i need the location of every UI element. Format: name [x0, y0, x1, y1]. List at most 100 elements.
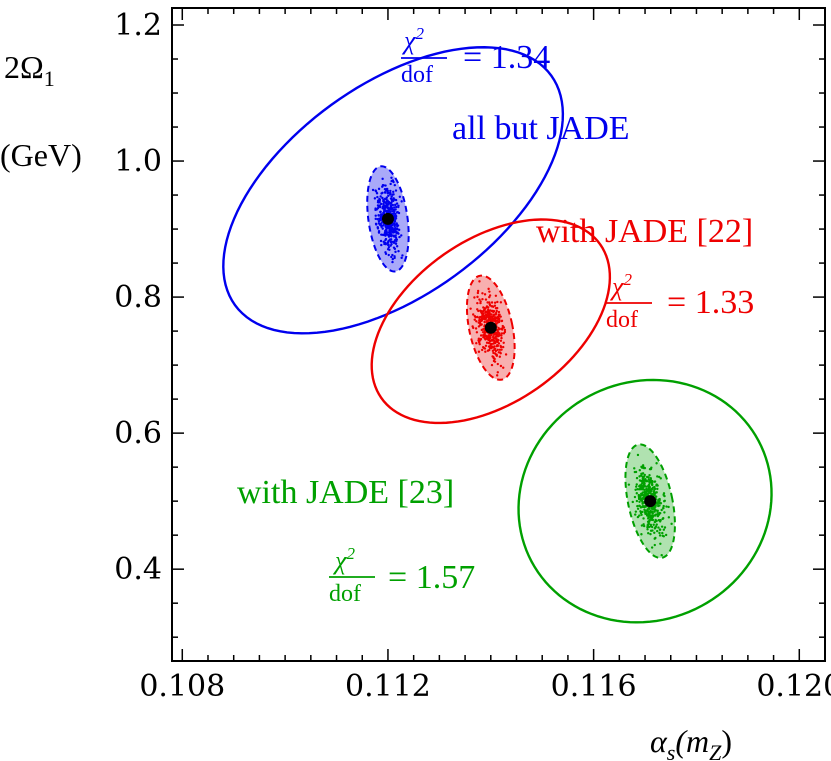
red-scatter-point [488, 294, 492, 297]
blue-scatter-point [381, 196, 384, 200]
red-scatter-point [481, 310, 485, 313]
blue-scatter-point [385, 199, 389, 203]
blue-scatter-point [386, 189, 389, 193]
red-scatter-point [473, 296, 476, 299]
green-scatter-point [667, 516, 671, 519]
blue-scatter-point [387, 245, 391, 249]
blue-scatter-point [388, 231, 391, 235]
green-scatter-point [640, 493, 643, 496]
blue-scatter-point [383, 199, 386, 203]
red-scatter-point [479, 324, 482, 327]
green-scatter-point [650, 482, 654, 486]
green-scatter-point [648, 479, 651, 482]
red-scatter-point [500, 334, 503, 337]
green-scatter-point [640, 533, 643, 536]
red-scatter-point [489, 334, 492, 337]
blue-scatter-point [388, 229, 391, 232]
green-scatter-point [644, 491, 648, 494]
blue-scatter-point [380, 225, 383, 229]
green-scatter-point [644, 509, 648, 513]
red-scatter-point [493, 345, 496, 348]
green-scatter-point [661, 531, 664, 535]
red-scatter-point [487, 310, 490, 313]
blue-scatter-point [395, 239, 398, 243]
red-scatter-point [496, 321, 499, 324]
red-best-fit-point [484, 321, 497, 334]
y-tick-label: 0.6 [114, 416, 162, 451]
blue-scatter-point [393, 210, 396, 213]
blue-scatter-point [390, 198, 394, 201]
blue-scatter-point [397, 211, 401, 215]
red-scatter-point [487, 345, 491, 348]
blue-scatter-point [392, 246, 396, 249]
red-scatter-point [484, 310, 488, 313]
blue-scatter-point [391, 212, 395, 216]
green-scatter-point [634, 470, 638, 474]
red-scatter-point [497, 342, 501, 345]
blue-chi2-annotation: χ2 dof = 1.34 [401, 24, 550, 88]
green-scatter-point [641, 472, 645, 475]
red-scatter-point [484, 344, 488, 347]
green-scatter-point [634, 488, 637, 491]
green-scatter-point [662, 492, 666, 495]
green-scatter-point [662, 504, 665, 508]
blue-scatter-point [398, 235, 401, 239]
red-scatter-point [486, 306, 490, 309]
green-scatter-point [641, 510, 644, 514]
blue-scatter-point [381, 191, 384, 195]
red-scatter-point [494, 349, 498, 353]
red-scatter-point [494, 307, 498, 310]
blue-scatter-point [384, 233, 387, 237]
blue-scatter-point [389, 191, 392, 195]
red-scatter-point [495, 344, 498, 348]
red-scatter-point [475, 341, 478, 345]
red-scatter-point [499, 344, 502, 348]
blue-scatter-point [377, 231, 381, 234]
green-scatter-point [663, 526, 667, 529]
blue-scatter-point [387, 194, 390, 197]
axis-tick-labels: 0.108 0.112 0.116 0.120 0.4 0.6 0.8 1.0 1.2 [114, 8, 831, 704]
blue-scatter-point [392, 197, 395, 200]
green-scatter-point [651, 511, 654, 515]
blue-scatter-point [379, 219, 383, 222]
green-best-fit-point [644, 495, 657, 508]
red-scatter-point [495, 374, 499, 377]
red-scatter-point [496, 330, 500, 334]
red-scatter-point [488, 303, 491, 306]
blue-scatter-point [382, 212, 385, 215]
green-scatter-point [650, 514, 654, 517]
blue-scatter-point [388, 207, 391, 210]
red-scatter-point [498, 332, 501, 336]
green-scatter-point [648, 519, 651, 523]
red-scatter-point [494, 294, 498, 298]
blue-scatter-point [374, 207, 377, 210]
red-scatter-point [494, 313, 497, 316]
red-scatter-point [479, 301, 482, 305]
green-scatter-point [646, 525, 649, 529]
blue-scatter-point [393, 220, 397, 223]
green-scatter-point [663, 511, 666, 514]
green-scatter-point [640, 485, 643, 488]
red-scatter-point [493, 301, 497, 304]
red-scatter-point [484, 350, 487, 353]
red-scatter-point [498, 355, 502, 358]
green-scatter-point [658, 534, 662, 537]
red-scatter-point [482, 312, 485, 316]
red-scatter-point [500, 348, 503, 351]
red-scatter-point [490, 342, 493, 346]
green-scatter-point [634, 513, 637, 516]
blue-scatter-point [380, 243, 383, 247]
green-scatter-point [645, 485, 648, 488]
green-scatter-point [638, 504, 641, 508]
blue-scatter-point [386, 191, 389, 195]
red-scatter-point [486, 319, 489, 323]
green-scatter-point [656, 475, 659, 478]
red-scatter-point [486, 301, 489, 304]
blue-scatter-point [400, 200, 403, 203]
green-scatter-point [650, 488, 653, 491]
green-scatter-point [650, 546, 654, 549]
green-scatter-point [655, 523, 658, 526]
plot-frame [171, 7, 826, 662]
green-scatter-point [643, 485, 646, 488]
